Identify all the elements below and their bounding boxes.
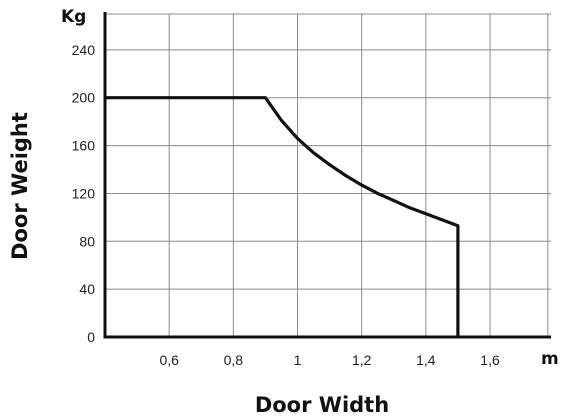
x-tick-label: 1,2 bbox=[352, 352, 372, 368]
x-tick-label: 0,8 bbox=[224, 352, 244, 368]
y-tick-label: 80 bbox=[79, 233, 95, 249]
load-limit-curve bbox=[105, 96, 460, 337]
y-tick-label: 0 bbox=[87, 329, 95, 345]
x-tick-labels: 0,6 0,8 1 1,2 1,4 1,6 bbox=[159, 352, 500, 368]
x-axis-title: Door Width bbox=[255, 393, 389, 417]
y-tick-label: 120 bbox=[72, 185, 96, 201]
y-tick-label: 240 bbox=[72, 42, 96, 58]
x-tick-label: 1 bbox=[294, 352, 302, 368]
series-group bbox=[105, 96, 460, 337]
y-tick-label: 40 bbox=[79, 281, 95, 297]
x-unit-label: m bbox=[541, 349, 559, 369]
y-tick-labels: 0 40 80 120 160 200 240 bbox=[72, 42, 96, 345]
y-axis-title: Door Weight bbox=[8, 112, 32, 260]
x-tick-label: 1,6 bbox=[480, 352, 500, 368]
y-tick-label: 160 bbox=[72, 138, 96, 154]
axes bbox=[103, 12, 551, 339]
grid bbox=[105, 13, 551, 337]
x-tick-label: 1,4 bbox=[416, 352, 436, 368]
y-unit-label: Kg bbox=[61, 7, 86, 27]
y-tick-label: 200 bbox=[72, 90, 96, 106]
x-tick-label: 0,6 bbox=[159, 352, 179, 368]
